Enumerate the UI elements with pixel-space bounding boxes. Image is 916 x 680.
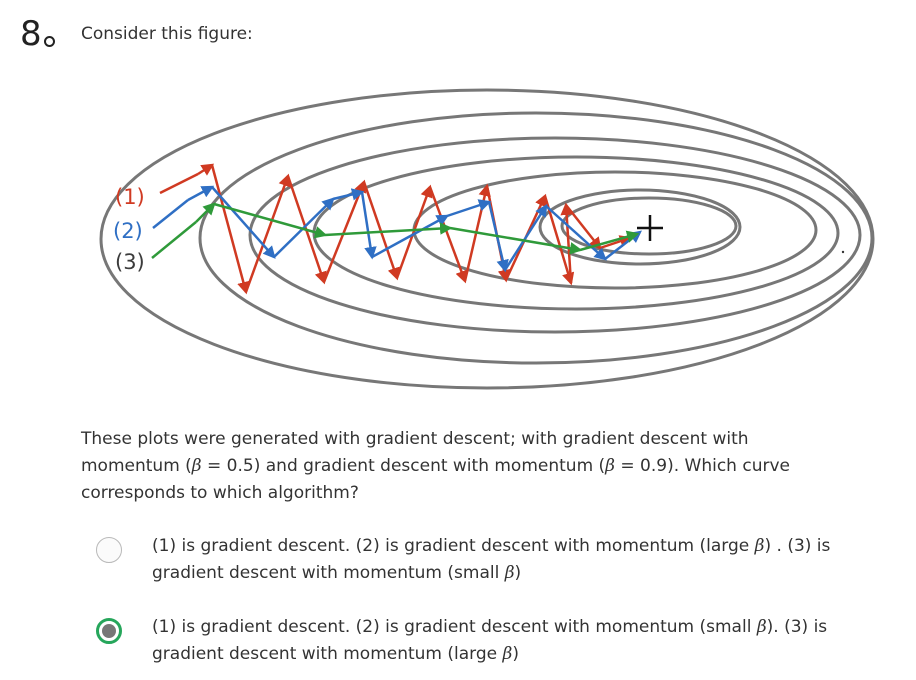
contour-ellipse xyxy=(538,188,742,266)
beta-symbol: β xyxy=(502,644,513,664)
answer-option-line: (1) is gradient descent. (2) is gradient… xyxy=(152,617,828,637)
answer-option-2[interactable]: (1) is gradient descent. (2) is gradient… xyxy=(0,615,916,675)
beta-symbol: β xyxy=(191,456,202,476)
answer-option-line: (1) is gradient descent. (2) is gradient… xyxy=(152,536,831,556)
contour-ellipse xyxy=(248,136,862,334)
curve-label-2: (2) xyxy=(113,219,143,243)
question-intro: Consider this figure: xyxy=(81,24,253,44)
curve-label-3: (3) xyxy=(115,250,145,274)
contour-ellipse xyxy=(412,170,818,290)
contour-ellipse xyxy=(560,196,738,256)
answer-option-1[interactable]: (1) is gradient descent. (2) is gradient… xyxy=(0,534,916,594)
beta-symbol: β xyxy=(756,617,767,637)
contour-ellipse xyxy=(198,111,874,365)
curve-1-path xyxy=(197,163,633,295)
curve-2-path xyxy=(187,185,642,273)
question-text-line: These plots were generated with gradient… xyxy=(81,429,749,449)
contour-lines xyxy=(99,88,875,390)
dot-marker xyxy=(841,250,845,254)
question-number-text: 8 xyxy=(20,14,42,54)
contour-ellipse xyxy=(99,88,875,390)
curve-3-path xyxy=(195,202,640,255)
curve-label-1: (1) xyxy=(115,185,145,209)
beta-symbol: β xyxy=(754,536,765,556)
answer-option-line: gradient descent with momentum (large β) xyxy=(152,644,519,664)
gradient-descent-figure: (1) (2) (3) xyxy=(99,88,875,390)
beta-symbol: β xyxy=(605,456,615,476)
answer-option-1-radio[interactable] xyxy=(96,537,122,563)
curve-2-leader xyxy=(152,199,189,229)
plus-icon xyxy=(637,215,663,241)
curve-3-leader xyxy=(151,221,197,259)
answer-option-1-label[interactable]: (1) is gradient descent. (2) is gradient… xyxy=(152,533,872,587)
question-text-line: momentum (β = 0.5) and gradient descent … xyxy=(81,456,790,476)
question-text: These plots were generated with gradient… xyxy=(81,426,841,507)
answer-option-2-label[interactable]: (1) is gradient descent. (2) is gradient… xyxy=(152,614,872,668)
question-text-line: corresponds to which algorithm? xyxy=(81,483,359,503)
beta-symbol: β xyxy=(504,563,515,583)
curve-1-leader xyxy=(159,172,199,195)
question-number-dot xyxy=(43,36,55,47)
answer-option-line: gradient descent with momentum (small β) xyxy=(152,563,522,583)
question-number: 8 xyxy=(20,14,55,54)
answer-option-2-radio[interactable] xyxy=(96,618,122,644)
